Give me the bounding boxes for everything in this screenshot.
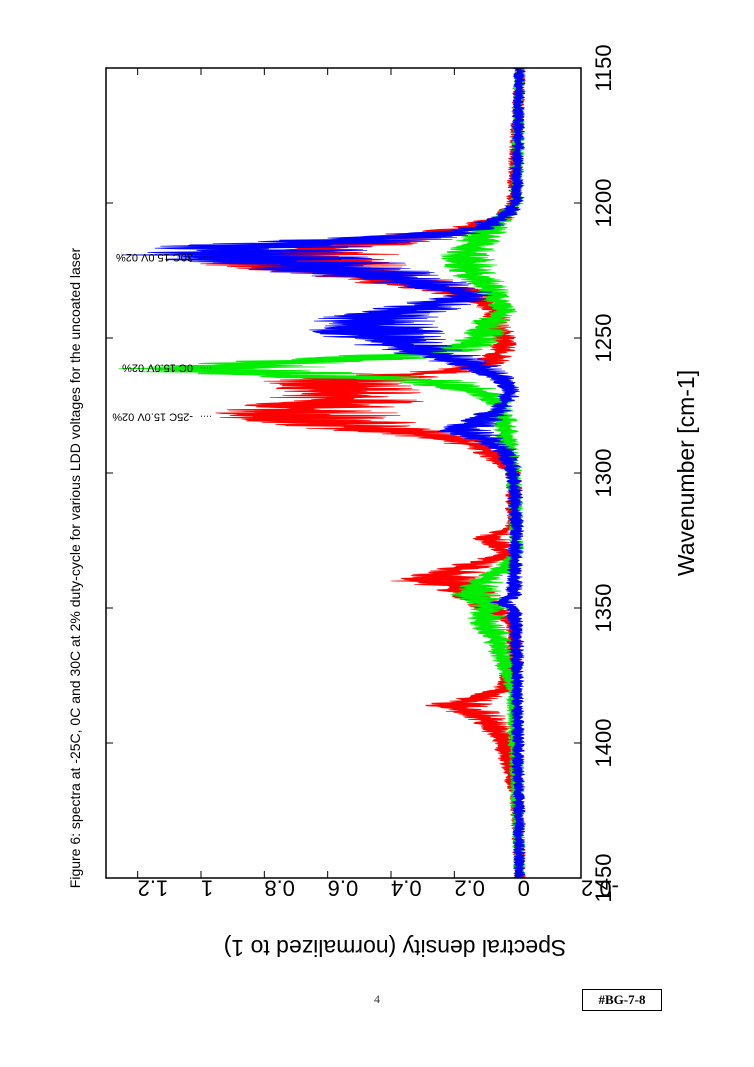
y-tick-label: 1.2 xyxy=(138,876,169,901)
y-tick-label: 0.4 xyxy=(391,876,422,901)
document-tag: #BG-7-8 xyxy=(582,989,662,1011)
plot-frame xyxy=(105,67,582,879)
annotations: 30C 15.0V 02% 0C 15.0V 02% -25C 15.0V 02% xyxy=(112,251,211,422)
annotation-label: 30C 15.0V 02% xyxy=(116,251,193,263)
plot-series xyxy=(118,67,527,879)
x-tick-label: 1300 xyxy=(591,449,616,498)
y-tick-label: 1 xyxy=(201,876,213,901)
y-tick-label: 0 xyxy=(518,876,530,901)
y-tick-label: -0.2 xyxy=(581,876,619,901)
annotation-label: 0C 15.0V 02% xyxy=(122,362,193,374)
x-tick-label: 1200 xyxy=(591,179,616,228)
page-number: 4 xyxy=(374,992,380,1006)
x-axis-label: Wavenumber [cm-1] xyxy=(673,370,699,576)
axis-ticks: 1150 1200 1250 1300 1350 1400 1450-0.2 0 0.2 0.4 0… xyxy=(106,44,619,902)
x-tick-label: 1150 xyxy=(591,44,616,91)
y-axis-label: Spectral density (normalized to 1) xyxy=(224,935,567,961)
series-band xyxy=(185,67,527,879)
x-tick-label: 1350 xyxy=(591,584,616,633)
x-tick-label: 1400 xyxy=(591,719,616,768)
annotation-label: -25C 15.0V 02% xyxy=(112,410,193,422)
series-band xyxy=(118,67,527,879)
figure-caption: Figure 6: spectra at -25C, 0C and 30C at… xyxy=(67,247,83,888)
y-tick-label: 0.6 xyxy=(328,876,359,901)
y-tick-label: 0.8 xyxy=(264,876,295,901)
x-tick-label: 1250 xyxy=(591,314,616,363)
series-band xyxy=(120,67,527,879)
x-tick-label: 1450 xyxy=(591,854,616,903)
y-tick-label: 0.2 xyxy=(454,876,485,901)
